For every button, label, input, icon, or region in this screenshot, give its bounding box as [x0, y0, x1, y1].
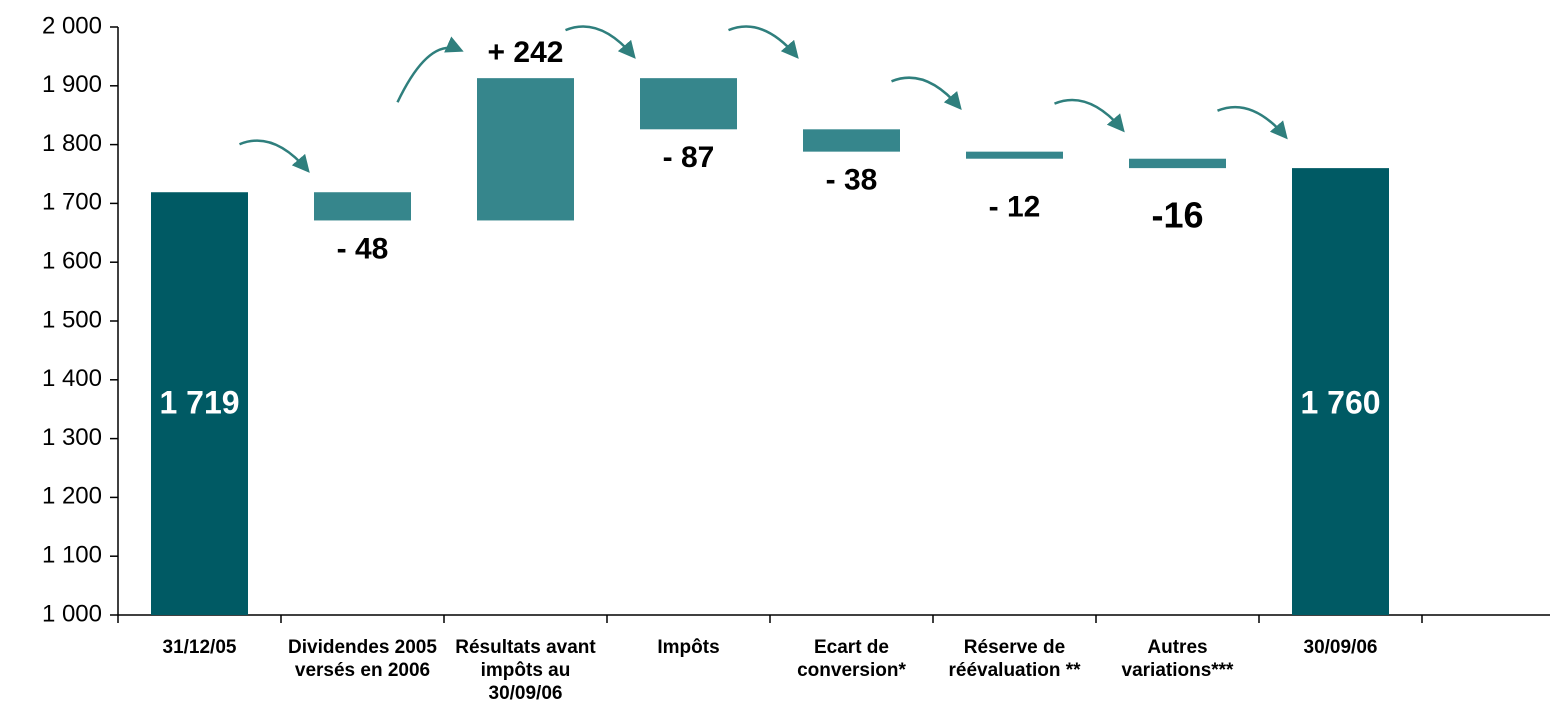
y-tick-label: 1 600 — [42, 248, 102, 275]
x-tick-label: Impôts — [657, 637, 720, 658]
bar — [151, 192, 248, 615]
y-tick-label: 1 000 — [42, 600, 102, 627]
x-tick-label: Autres variations*** — [1121, 637, 1234, 681]
arrow — [891, 76, 962, 110]
bar — [314, 192, 411, 221]
y-tick-label: 1 800 — [42, 130, 102, 157]
x-tick-label: Résultats avant impôts au 30/09/06 — [455, 637, 596, 704]
arrow — [1054, 98, 1125, 133]
arrow — [728, 25, 799, 59]
value-label: - 87 — [663, 141, 715, 174]
y-tick-label: 1 700 — [42, 189, 102, 216]
y-tick-label: 1 400 — [42, 365, 102, 392]
y-tick-label: 1 100 — [42, 542, 102, 569]
y-tick-label: 1 500 — [42, 306, 102, 333]
y-tick-label: 1 200 — [42, 483, 102, 510]
arrow — [239, 139, 310, 173]
value-label: -16 — [1151, 195, 1203, 236]
bar — [477, 78, 574, 221]
value-label: + 242 — [488, 36, 564, 69]
x-tick-label: Réserve de réévaluation ** — [948, 637, 1081, 681]
x-tick-label: 30/09/06 — [1303, 637, 1378, 658]
x-tick-label: Ecart de conversion* — [797, 637, 906, 681]
value-label: 1 719 — [159, 384, 239, 420]
y-tick-label: 1 300 — [42, 424, 102, 451]
y-tick-label: 1 900 — [42, 71, 102, 98]
arrow — [1217, 105, 1288, 140]
value-label: - 48 — [337, 232, 389, 265]
value-label: - 12 — [989, 191, 1041, 224]
bar — [1292, 168, 1389, 615]
bar — [1129, 158, 1226, 169]
bar — [640, 78, 737, 130]
x-tick-label: Dividendes 2005 versés en 2006 — [288, 637, 437, 681]
bar — [803, 129, 900, 152]
y-tick-label: 2 000 — [42, 12, 102, 39]
arrow — [565, 25, 636, 59]
value-label: 1 760 — [1300, 384, 1380, 420]
x-tick-label: 31/12/05 — [162, 637, 237, 658]
arrow — [396, 36, 464, 103]
bar — [966, 151, 1063, 159]
value-label: - 38 — [826, 164, 878, 197]
